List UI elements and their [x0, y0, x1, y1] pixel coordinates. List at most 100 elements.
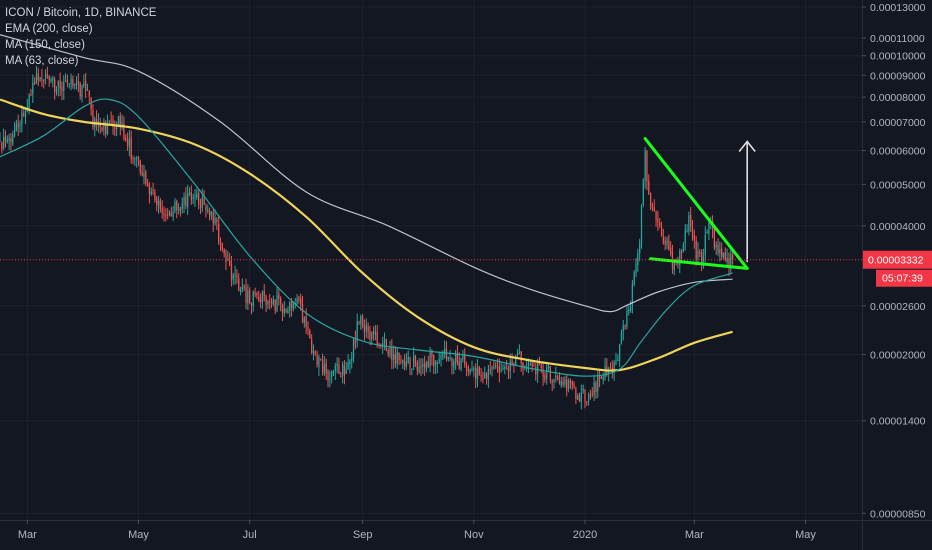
candle-body: [48, 76, 50, 80]
candle-body: [358, 321, 360, 323]
candle-body: [489, 369, 491, 371]
candle: [267, 299, 269, 310]
time-axis[interactable]: Mar May Jul Sep Nov 2020 Mar May: [0, 520, 932, 541]
candle: [442, 350, 444, 360]
candle-body: [64, 80, 67, 82]
candle: [12, 130, 14, 147]
candle-body: [41, 77, 43, 80]
candle-body: [228, 260, 231, 265]
candle: [37, 67, 39, 87]
candle-body: [385, 339, 387, 352]
candle: [63, 75, 65, 101]
candle-body: [478, 366, 480, 375]
candle-body: [398, 352, 400, 361]
candle-body: [196, 193, 198, 198]
candle-body: [272, 299, 274, 305]
candle: [475, 363, 477, 389]
candle-body: [451, 358, 453, 366]
candle-body: [234, 274, 236, 276]
candle-body: [216, 219, 218, 223]
candle: [334, 362, 336, 380]
candle: [396, 346, 398, 370]
candle: [708, 221, 710, 241]
candle: [256, 291, 258, 300]
candle-body: [635, 263, 637, 274]
candle-body: [444, 348, 446, 354]
candle: [323, 355, 326, 376]
candle: [478, 365, 480, 376]
candle-body: [509, 361, 511, 371]
candle: [289, 301, 291, 318]
candle: [704, 226, 706, 263]
price-axis[interactable]: 0.00013000 0.00011000 0.00010000 0.00009000…: [862, 0, 926, 550]
candle-body: [600, 377, 603, 379]
candle: [449, 349, 451, 362]
candle: [170, 206, 172, 217]
candle-body: [152, 189, 154, 191]
candle: [389, 340, 391, 359]
candle-body: [57, 80, 59, 88]
candle: [50, 76, 52, 84]
candle: [391, 339, 393, 370]
candle-body: [491, 366, 493, 370]
candle-body: [485, 374, 488, 379]
candle: [183, 192, 185, 214]
price-tick-label: 0.00002000: [870, 349, 926, 361]
candle: [569, 378, 572, 389]
candle-body: [39, 77, 41, 81]
candle: [577, 393, 579, 400]
ma-150-line: [0, 98, 733, 372]
candle: [682, 241, 685, 253]
candle: [365, 318, 367, 338]
candle: [139, 159, 141, 176]
candle: [566, 375, 568, 397]
candle: [230, 256, 233, 287]
candle-body: [157, 201, 160, 206]
candle: [405, 352, 408, 370]
candle: [498, 358, 500, 383]
candle: [298, 295, 300, 304]
candle: [688, 211, 690, 236]
candle-body: [382, 342, 384, 347]
price-tick-label: 0.00011000: [870, 33, 925, 45]
candle: [15, 119, 18, 132]
candle: [46, 66, 49, 79]
candle-body: [400, 361, 402, 363]
candle-body: [192, 197, 194, 199]
candle: [156, 195, 158, 212]
candle: [588, 392, 590, 406]
candle: [547, 364, 550, 372]
candle: [651, 202, 654, 212]
candle: [691, 219, 694, 241]
candle-body: [715, 244, 717, 247]
candle: [270, 297, 273, 309]
candle-body: [134, 158, 136, 160]
candle: [376, 324, 378, 348]
candle-body: [418, 367, 420, 373]
candle: [418, 358, 420, 374]
candle: [187, 184, 189, 216]
candle: [181, 197, 183, 214]
candle: [99, 117, 101, 135]
candle-body: [653, 207, 655, 211]
candle-body: [393, 353, 395, 360]
candle: [657, 210, 659, 232]
candle: [522, 362, 524, 376]
candle-body: [551, 380, 553, 383]
candle-body: [496, 366, 499, 368]
price-tick-label: 0.00005000: [870, 179, 926, 191]
candle-body: [549, 366, 552, 380]
candle-body: [270, 301, 273, 304]
candle: [356, 313, 358, 348]
candle: [105, 120, 107, 138]
candle-body: [396, 351, 398, 364]
candle: [464, 348, 466, 368]
candle: [68, 83, 70, 89]
candle: [535, 363, 537, 381]
triangle-upper-trendline: [643, 137, 749, 270]
candle-body: [646, 150, 648, 182]
candle-body: [130, 137, 132, 160]
candle: [1, 141, 3, 154]
candle-body: [55, 88, 58, 92]
